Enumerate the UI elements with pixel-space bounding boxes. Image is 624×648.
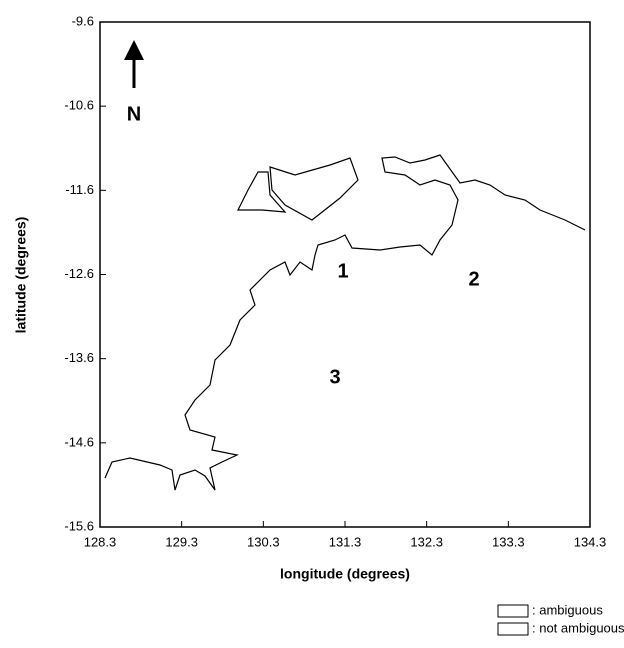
region-label: 3: [329, 366, 340, 388]
north-label: N: [127, 103, 141, 125]
coastline: [104, 154, 586, 491]
x-tick-label: 134.3: [574, 534, 607, 549]
y-axis-label: latitude (degrees): [13, 217, 29, 334]
island: [237, 171, 287, 213]
x-tick-label: 133.3: [492, 534, 525, 549]
island: [269, 157, 359, 221]
x-tick-label: 131.3: [329, 534, 362, 549]
y-tick-label: -15.6: [64, 518, 94, 533]
x-tick-label: 132.3: [410, 534, 443, 549]
north-arrow-head: [124, 40, 144, 60]
y-tick-label: -11.6: [65, 182, 94, 197]
x-axis-label: longitude (degrees): [280, 566, 410, 582]
legend-label: : ambiguous: [532, 602, 603, 617]
region-label: 2: [468, 268, 479, 290]
legend-swatch: [497, 604, 529, 618]
x-tick-label: 130.3: [247, 534, 280, 549]
y-tick-label: -12.6: [64, 266, 94, 281]
y-tick-label: -14.6: [64, 434, 94, 449]
y-tick-label: -10.6: [64, 98, 94, 113]
y-tick-label: -13.6: [64, 350, 94, 365]
x-tick-label: 128.3: [84, 534, 117, 549]
legend-swatch: [497, 622, 529, 636]
y-tick-label: -9.6: [72, 13, 94, 28]
x-tick-label: 129.3: [165, 534, 198, 549]
legend-label: : not ambiguous: [532, 620, 624, 635]
region-label: 1: [337, 260, 348, 282]
